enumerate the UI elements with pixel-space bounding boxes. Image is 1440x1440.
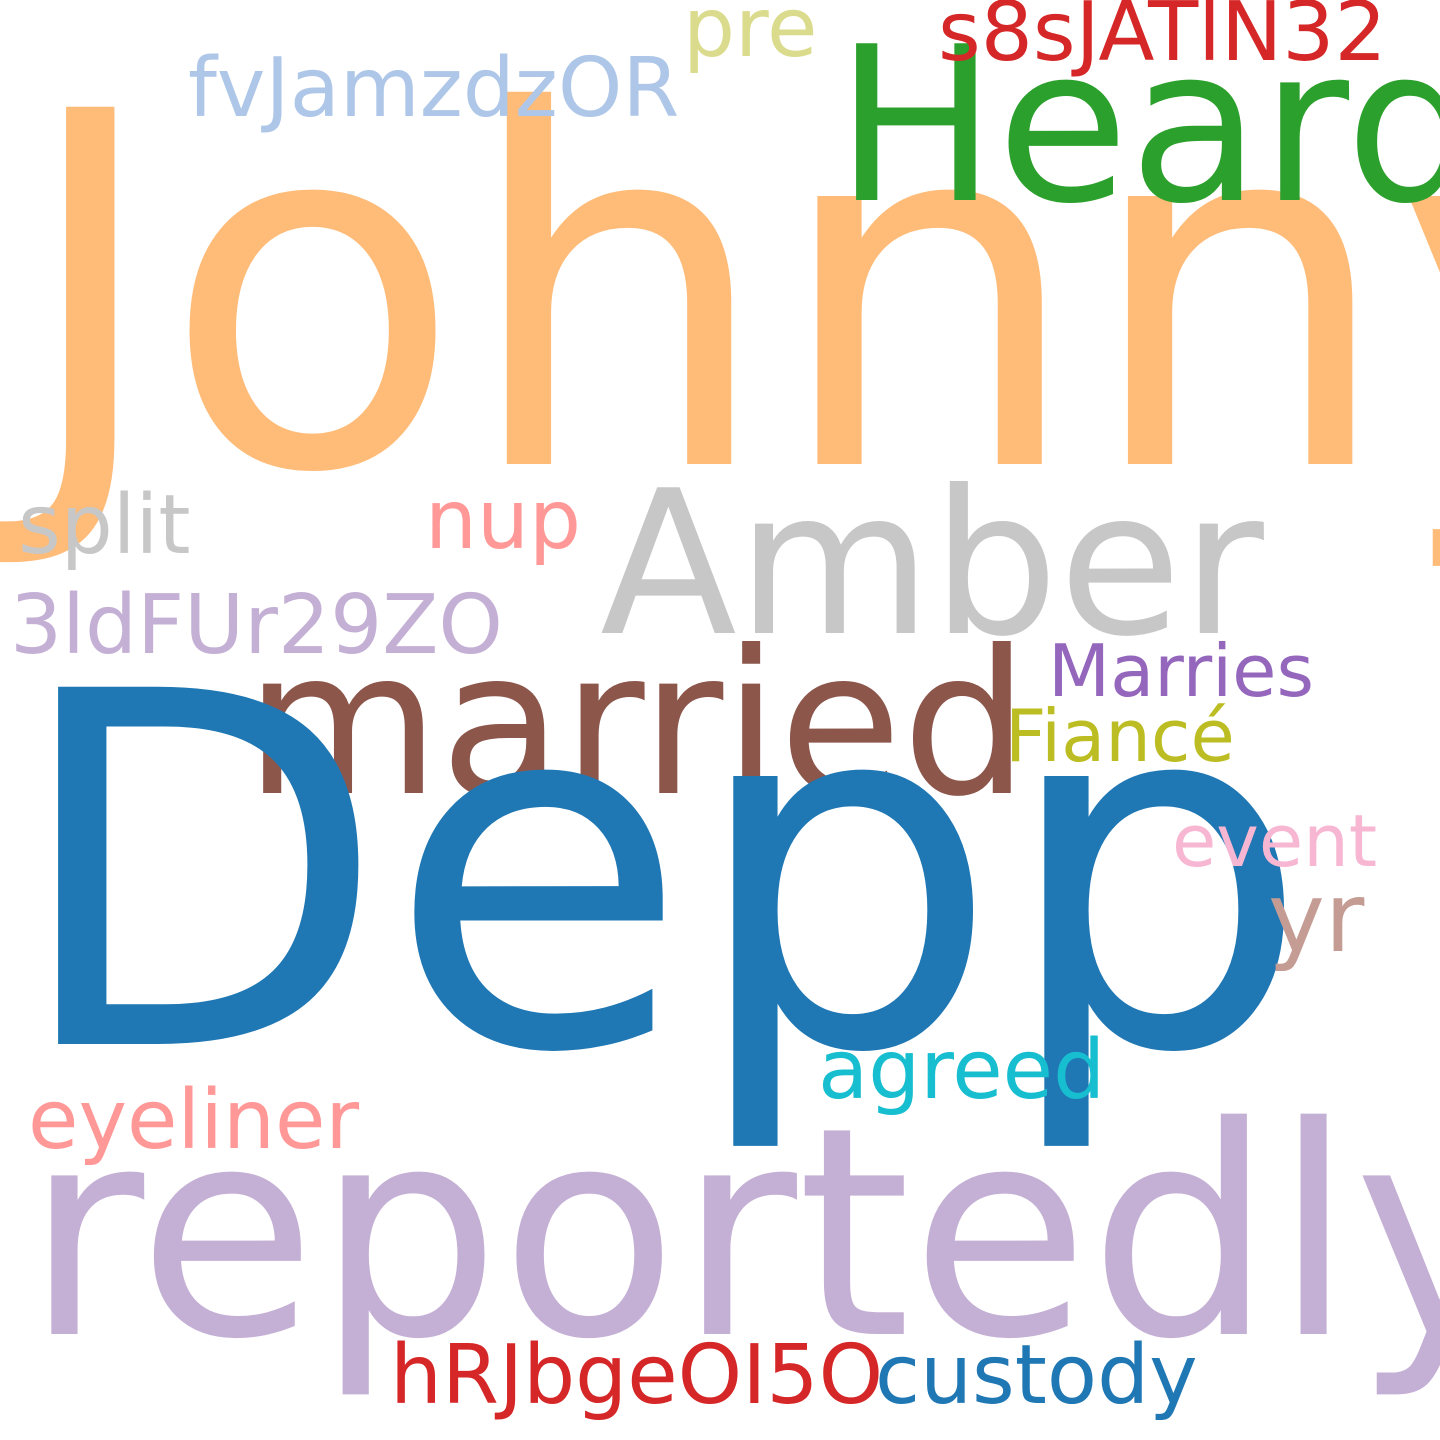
word-heard: Heard [835,0,1440,251]
word-split: split [18,478,191,573]
word-amber: Amber [600,448,1264,681]
word-eyeliner: eyeliner [28,1073,360,1168]
word-event: event [1172,799,1378,883]
word-marries: Marries [1048,629,1314,713]
word-nup: nup [425,473,581,568]
word-agreed: agreed [818,1023,1106,1118]
word-custody: custody [875,1328,1198,1423]
word-depp: Depp [10,589,1311,1160]
word-s8sjatln32: s8sJATlN32 [938,0,1387,80]
word-fvjamzdzor: fvJamzdzOR [188,41,680,136]
word-reportedly: reportedly [25,1066,1440,1403]
word-fiance: Fiancé [1005,694,1235,778]
word-yr: yr [1268,862,1365,974]
word-hrjbgeoi5o: hRJbgeOI5O [390,1328,884,1423]
word-pre: pre [683,0,818,76]
word-3ldfur29zo: 3ldFUr29ZO [10,578,503,673]
word-married: married [245,608,1029,841]
word-johnny: Johnny [18,9,1440,580]
